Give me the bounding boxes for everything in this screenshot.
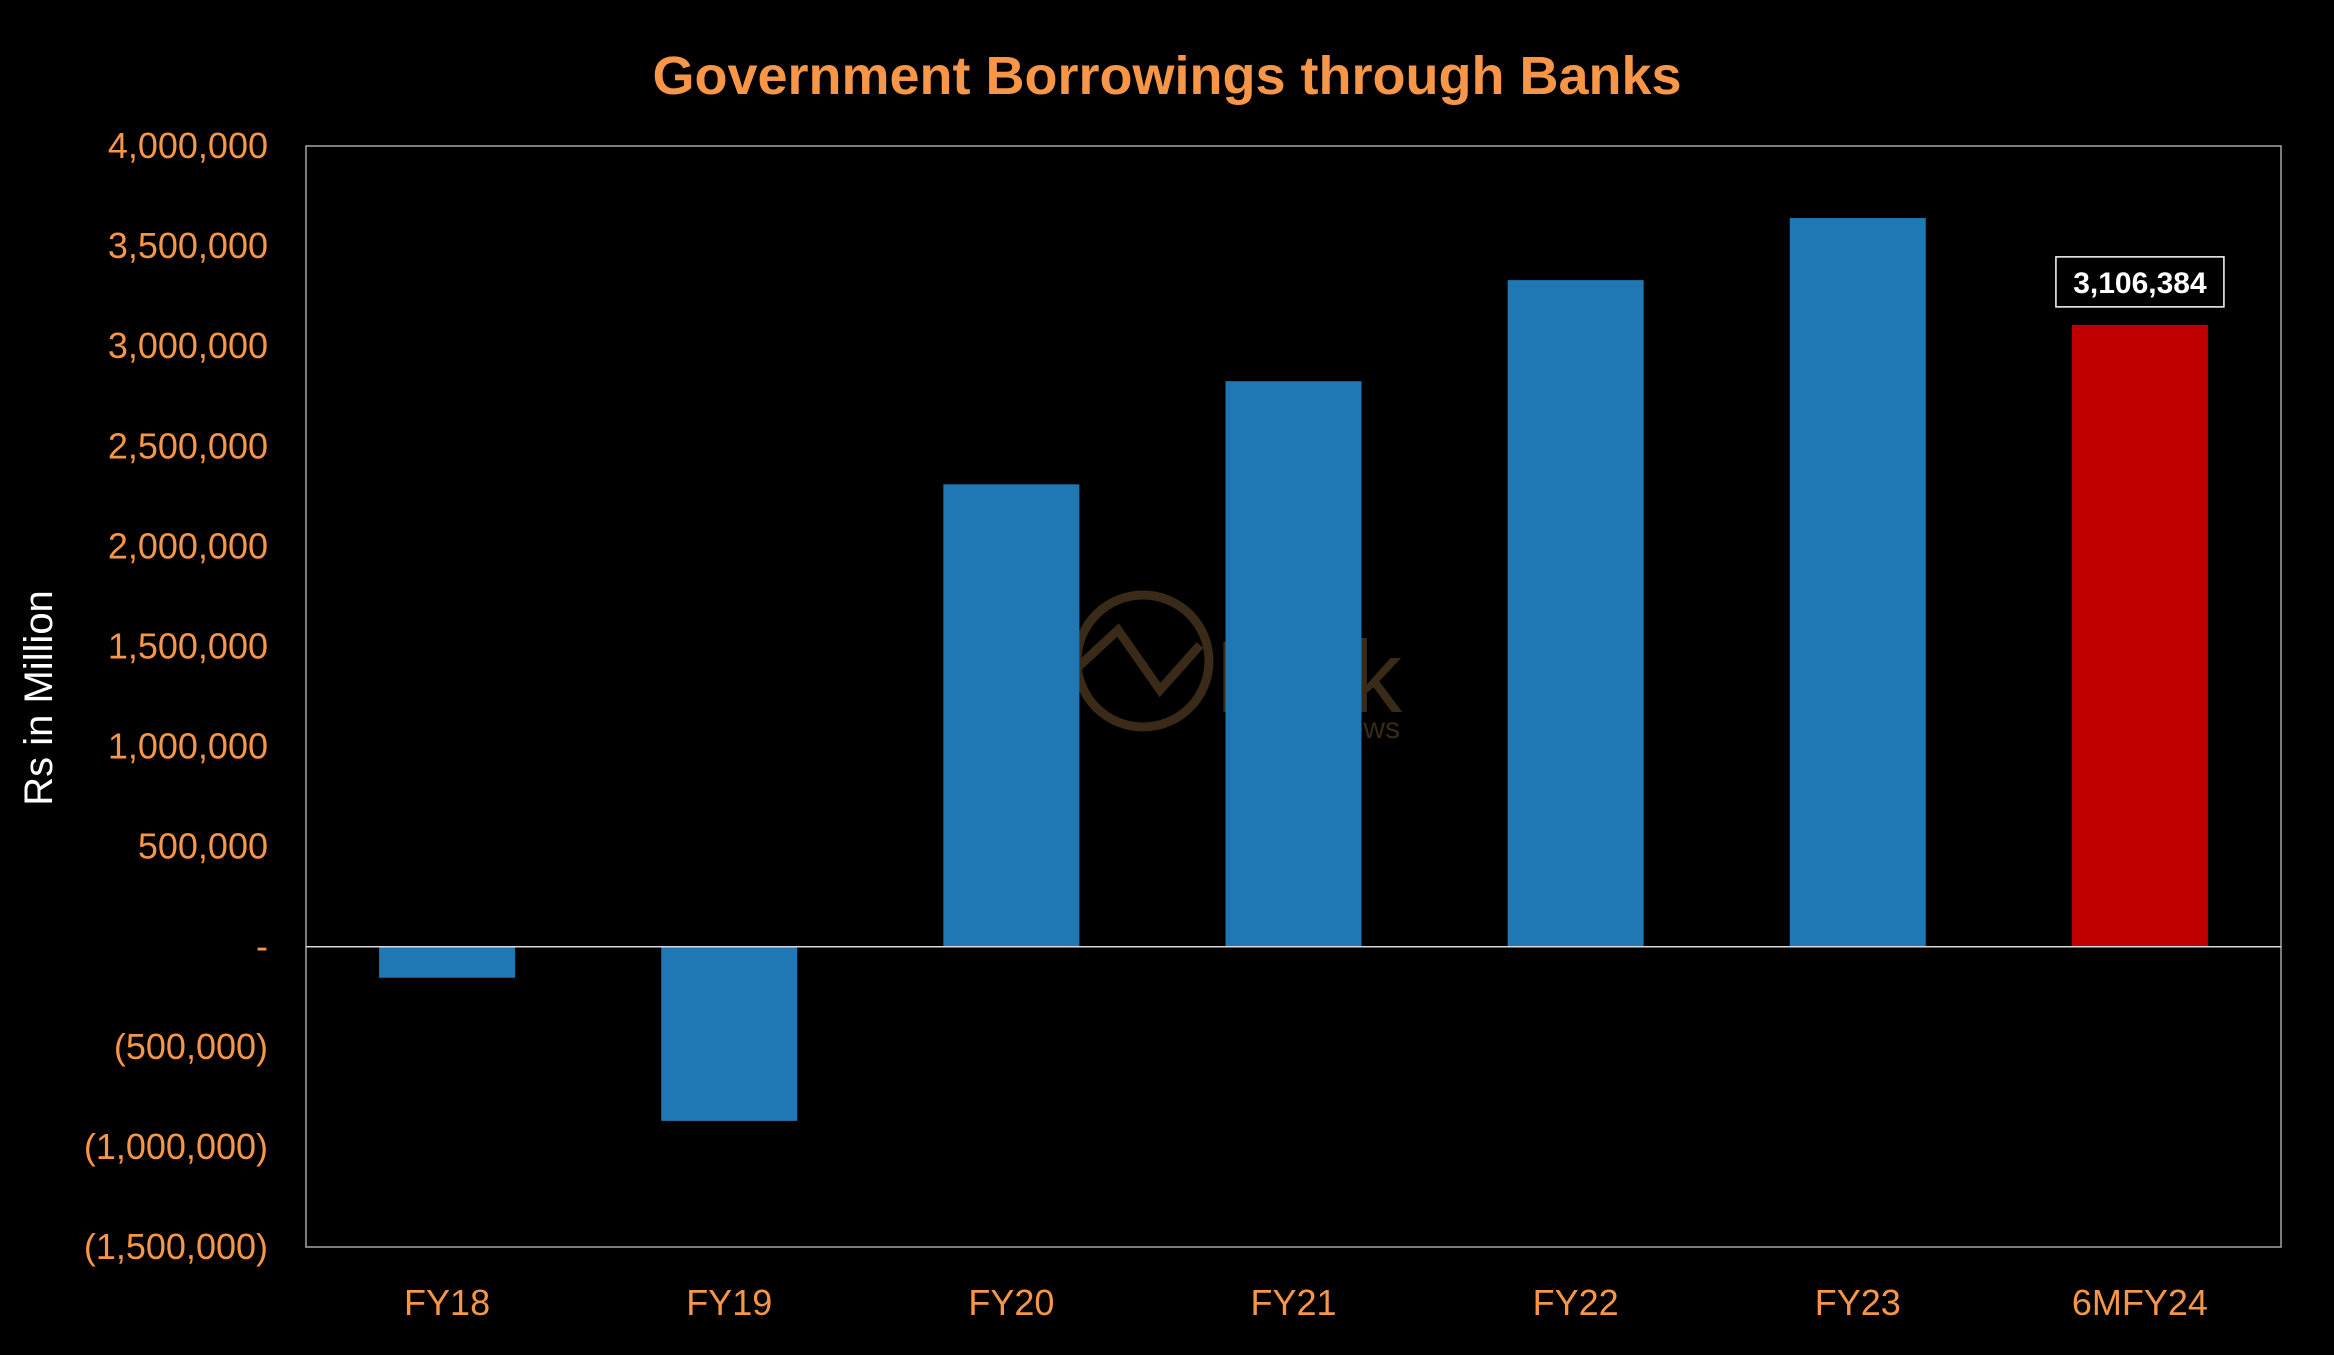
x-tick-label: FY18 bbox=[404, 1282, 490, 1323]
data-labels: 3,106,384 bbox=[2055, 256, 2225, 308]
y-tick-label: (1,500,000) bbox=[84, 1226, 268, 1267]
y-tick-label: 1,500,000 bbox=[108, 625, 268, 666]
chart-title: Government Borrowings through Banks bbox=[652, 46, 1681, 106]
x-tick-label: FY20 bbox=[968, 1282, 1054, 1323]
y-tick-label: 1,000,000 bbox=[108, 726, 268, 767]
bar-fy19 bbox=[661, 946, 798, 1121]
bar-fy21 bbox=[1225, 381, 1362, 947]
x-tick-label: 6MFY24 bbox=[2072, 1282, 2208, 1323]
y-tick-label: (500,000) bbox=[114, 1026, 268, 1067]
x-axis-ticks: FY18 FY19 FY20 FY21 FY22 FY23 6MFY24 bbox=[404, 1282, 2208, 1323]
y-tick-label: 500,000 bbox=[138, 826, 268, 867]
plot-area bbox=[305, 145, 2282, 1248]
y-tick-label: 2,500,000 bbox=[108, 425, 268, 466]
bar-fy20 bbox=[943, 484, 1080, 947]
y-tick-label: 3,500,000 bbox=[108, 225, 268, 266]
y-tick-label: 4,000,000 bbox=[108, 125, 268, 166]
bar-fy18 bbox=[379, 946, 516, 978]
bar-fy22 bbox=[1507, 280, 1644, 947]
x-tick-label: FY21 bbox=[1250, 1282, 1336, 1323]
y-tick-label: 2,000,000 bbox=[108, 525, 268, 566]
y-axis-ticks: 4,000,000 3,500,000 3,000,000 2,500,000 2,00… bbox=[84, 125, 268, 1267]
bars bbox=[379, 218, 2208, 1121]
x-tick-label: FY23 bbox=[1815, 1282, 1901, 1323]
data-label: 3,106,384 bbox=[2073, 267, 2207, 300]
y-tick-label: 3,000,000 bbox=[108, 325, 268, 366]
watermark-logo-chevron bbox=[1073, 623, 1204, 698]
bar-fy23 bbox=[1789, 218, 1926, 947]
x-tick-label: FY22 bbox=[1533, 1282, 1619, 1323]
bar-6mfy24 bbox=[2071, 324, 2208, 947]
data-label-box bbox=[2055, 256, 2225, 308]
x-tick-label: FY19 bbox=[686, 1282, 772, 1323]
y-tick-label: (1,000,000) bbox=[84, 1126, 268, 1167]
y-tick-label: - bbox=[256, 926, 268, 967]
y-axis-label: Rs in Million bbox=[17, 590, 61, 806]
